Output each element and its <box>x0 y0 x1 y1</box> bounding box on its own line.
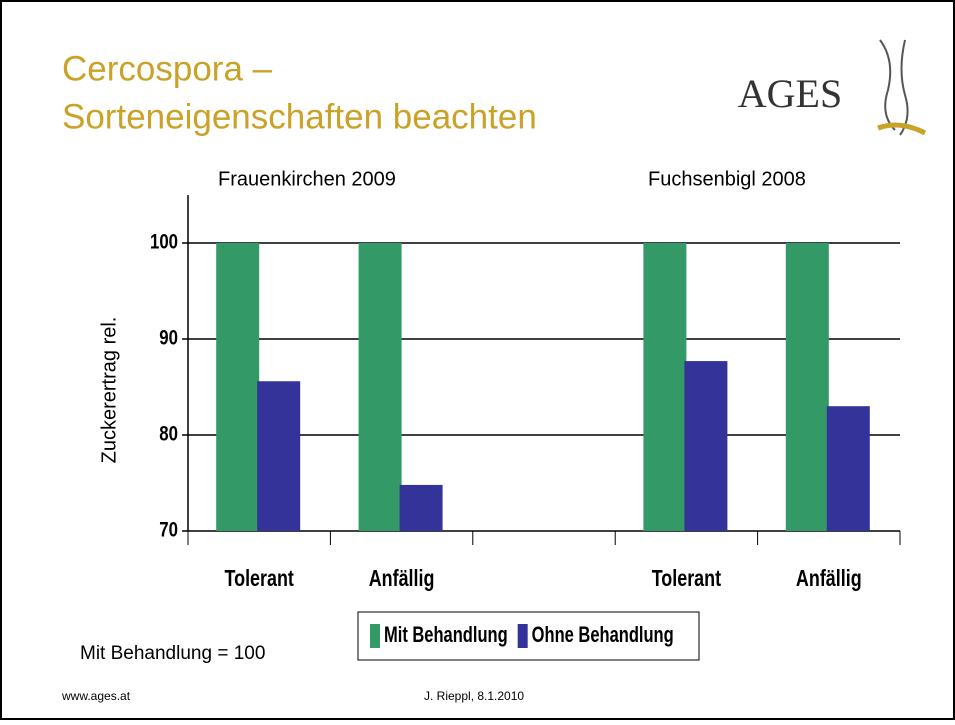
y-axis-label: Zuckerertrag rel. <box>98 317 120 464</box>
footer: www.ages.at <box>61 689 131 703</box>
bar <box>399 484 443 531</box>
legend-swatch <box>517 624 528 648</box>
x-tick-label: Tolerant <box>652 566 722 592</box>
legend-label: Ohne Behandlung <box>532 623 674 648</box>
y-tick-label: 100 <box>150 231 178 254</box>
logo: AGES <box>738 71 842 116</box>
bar <box>643 243 687 531</box>
group-label: Fuchsenbigl 2008 <box>648 168 806 190</box>
x-tick-label: Anfällig <box>796 566 862 592</box>
note: Mit Behandlung = 100 <box>80 643 265 664</box>
bar <box>216 243 260 531</box>
y-tick-label: 90 <box>159 327 178 350</box>
y-tick-label: 70 <box>159 519 178 542</box>
legend-label: Mit Behandlung <box>384 623 508 648</box>
bar <box>257 381 301 531</box>
footer: J. Rieppl, 8.1.2010 <box>424 689 524 703</box>
bar <box>785 243 829 531</box>
legend-swatch <box>370 624 380 648</box>
legend-box <box>357 611 700 661</box>
bar <box>358 243 402 531</box>
title-line: Cercospora – <box>62 49 273 88</box>
bar <box>826 406 870 531</box>
title-line: Sorteneigenschaften beachten <box>62 97 537 136</box>
bar <box>684 361 728 531</box>
group-label: Frauenkirchen 2009 <box>218 168 396 190</box>
logo-swoosh <box>877 122 927 136</box>
y-tick-label: 80 <box>159 423 178 446</box>
x-tick-label: Tolerant <box>225 566 295 592</box>
x-tick-label: Anfällig <box>369 566 435 592</box>
